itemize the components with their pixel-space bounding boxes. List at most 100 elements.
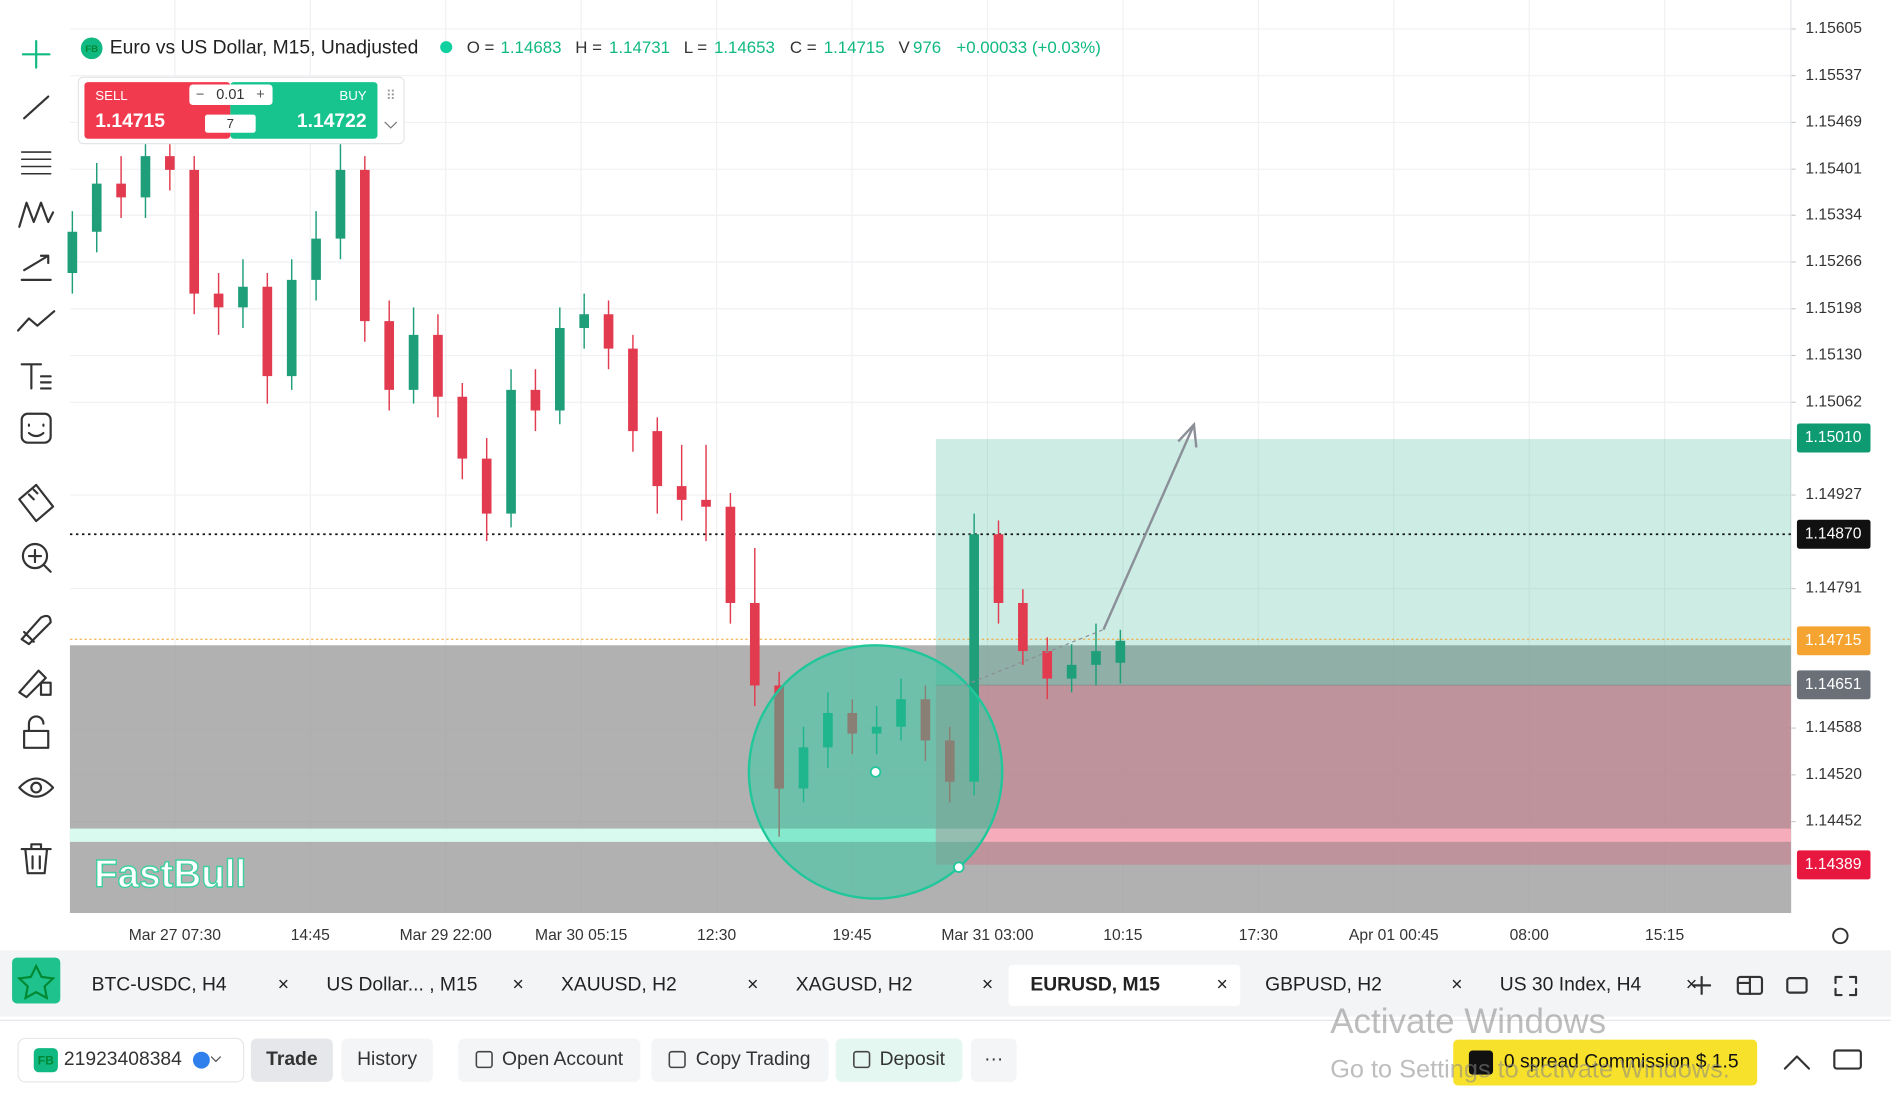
footer-button[interactable]	[250, 1038, 333, 1082]
delete-tool[interactable]	[20, 843, 52, 875]
candle-body	[944, 740, 955, 782]
tab-close[interactable]: ×	[278, 974, 289, 995]
symbol-title: Euro vs US Dollar, M15, Unadjusted	[110, 37, 419, 58]
candle-body	[91, 183, 102, 232]
tab-label[interactable]: US Dollar... , M15	[326, 974, 477, 995]
footer-button-label: Open Account	[502, 1049, 624, 1070]
tab-bar-bg	[0, 950, 1891, 1017]
settings-button[interactable]	[1832, 927, 1849, 945]
tab-close[interactable]: ×	[982, 974, 993, 995]
candle-body	[384, 321, 395, 390]
fib-tool[interactable]	[20, 151, 52, 175]
favorites-button[interactable]	[12, 957, 61, 1004]
x-tick-label: Mar 29 22:00	[400, 927, 493, 944]
panel-button[interactable]	[1833, 1049, 1862, 1070]
y-tick-label: 1.15605	[1805, 20, 1862, 37]
tab-label[interactable]: BTC-USDC, H4	[92, 974, 227, 995]
candle-body	[506, 389, 516, 514]
price-label-box	[1796, 626, 1871, 656]
eye-tool[interactable]	[18, 777, 55, 798]
footer-button[interactable]	[341, 1038, 433, 1082]
footer-button[interactable]	[970, 1038, 1017, 1082]
tab-label[interactable]: GBPUSD, H2	[1265, 974, 1382, 995]
promo-text: 0 spread Commission $ 1.5	[1504, 1052, 1739, 1073]
candle-body	[871, 726, 882, 734]
chart-header: FB Euro vs US Dollar, M15, Unadjusted O …	[80, 37, 1101, 60]
x-tick-label: 10:15	[1103, 927, 1142, 944]
footer-button[interactable]	[458, 1038, 641, 1082]
account-dropdown[interactable]	[210, 1056, 222, 1063]
footer-button-label: Trade	[266, 1049, 318, 1070]
ohlc-value: 1.14653	[714, 38, 775, 57]
candle-body	[433, 334, 443, 397]
candle-body	[1042, 651, 1053, 679]
candle-body	[1115, 640, 1126, 663]
circle-handle[interactable]	[953, 861, 965, 873]
ruler-tool[interactable]	[18, 483, 55, 523]
account-pill[interactable]	[17, 1037, 245, 1083]
tab-label[interactable]: XAUUSD, H2	[561, 974, 677, 995]
candle-body	[993, 534, 1004, 603]
zoom-tool[interactable]	[21, 542, 49, 570]
tab-close[interactable]: ×	[1451, 974, 1462, 995]
crosshair-tool[interactable]	[21, 39, 51, 69]
collapse-panel[interactable]	[1783, 1055, 1811, 1070]
y-tick-label: 1.14452	[1805, 813, 1862, 830]
magnet-tool[interactable]	[20, 614, 52, 646]
lot-plus[interactable]: +	[256, 87, 264, 103]
tab-label[interactable]: EURUSD, M15	[1030, 974, 1160, 995]
brush-tool[interactable]	[18, 669, 52, 699]
circle-handle[interactable]	[869, 766, 882, 778]
sell-label: SELL	[95, 88, 127, 103]
volume-value: 976	[913, 38, 941, 57]
add-tab[interactable]	[1692, 975, 1712, 995]
ohlc-value: 1.14683	[500, 38, 561, 57]
emoji-tool[interactable]	[20, 412, 52, 444]
promo-icon	[1468, 1050, 1494, 1075]
drawing-toolbar	[17, 39, 56, 875]
candle-body	[1091, 651, 1101, 665]
candle-body	[847, 712, 858, 734]
pattern-tool[interactable]	[18, 201, 55, 228]
projection-tool[interactable]	[20, 254, 52, 281]
trend-tool[interactable]	[17, 310, 56, 332]
tab-bar: BTC-USDC, H4 × US Dollar... , M15 × XAUUSD, …	[0, 950, 1891, 1017]
trade-widget: SELL 1.14715 BUY 1.14722 − 0.01 + 7 ⠿	[77, 76, 405, 145]
zone-gap-left	[69, 828, 936, 842]
lot-minus[interactable]: −	[196, 87, 204, 103]
promo-banner[interactable]	[1453, 1039, 1758, 1086]
tab-close[interactable]: ×	[1686, 974, 1697, 995]
y-tick-label: 1.15130	[1805, 347, 1862, 364]
zone-gap-right	[935, 828, 1791, 842]
tab-close[interactable]: ×	[1217, 974, 1228, 995]
text-tool[interactable]	[20, 363, 52, 390]
footer-button[interactable]	[651, 1038, 829, 1082]
lock-tool[interactable]	[23, 715, 50, 749]
line-tool[interactable]	[23, 95, 50, 120]
window-button[interactable]	[1786, 977, 1808, 994]
tab-close[interactable]: ×	[747, 974, 758, 995]
footer-button[interactable]	[835, 1038, 963, 1082]
lot-input[interactable]	[189, 84, 273, 106]
price-label: 1.14389	[1805, 856, 1862, 873]
candle-body	[360, 169, 370, 322]
ohlc-value: 1.14731	[609, 38, 670, 57]
footer-button-label: History	[357, 1049, 417, 1070]
tab-close[interactable]: ×	[512, 974, 523, 995]
price-label-box	[1796, 423, 1871, 453]
fullscreen-button[interactable]	[1834, 975, 1858, 997]
footer-button-icon	[475, 1050, 493, 1069]
candle-body	[823, 712, 833, 748]
footer-buttons: Trade History Open Account Copy Trading Depo…	[250, 1038, 1017, 1082]
candle-body	[1018, 602, 1028, 652]
tab-label[interactable]: XAGUSD, H2	[796, 974, 913, 995]
active-tab-bg	[1008, 964, 1241, 1006]
widget-drag[interactable]: ⠿	[386, 88, 396, 103]
tab-label[interactable]: US 30 Index, H4	[1500, 974, 1642, 995]
widget-collapse[interactable]	[384, 121, 398, 129]
volume-label: V	[898, 38, 910, 57]
y-tick-label: 1.15198	[1805, 300, 1862, 317]
star-icon	[16, 963, 56, 1000]
x-tick-label: 08:00	[1510, 927, 1549, 944]
